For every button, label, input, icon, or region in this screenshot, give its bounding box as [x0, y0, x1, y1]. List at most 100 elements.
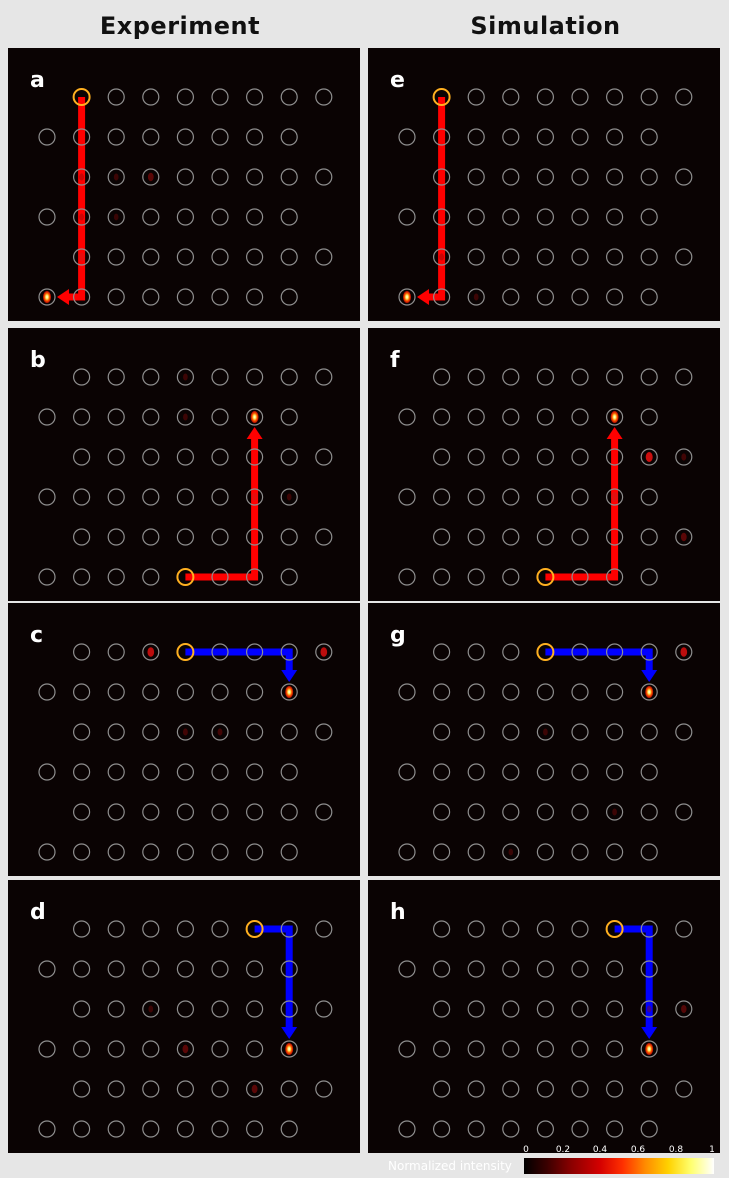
lattice-site: [536, 1000, 554, 1018]
panel-h-lattice: [398, 920, 693, 1138]
lattice-site: [211, 528, 229, 546]
lattice-site: [142, 488, 160, 506]
lattice-site: [432, 368, 451, 386]
lattice-site: [211, 208, 229, 226]
lattice-site: [432, 843, 451, 861]
lattice-site: [571, 803, 589, 821]
lattice-site: [571, 568, 589, 586]
lattice-site: [107, 488, 125, 506]
lattice-site: [432, 763, 451, 781]
lattice-site: [72, 1080, 91, 1098]
lattice-site: [315, 1000, 333, 1018]
intensity-spot: [612, 808, 617, 816]
lattice-site: [606, 643, 624, 661]
lattice-site: [72, 1000, 91, 1018]
intensity-spot: [473, 293, 479, 301]
lattice-site: [211, 1000, 229, 1018]
panel-label: h: [390, 900, 406, 925]
lattice-site: [502, 288, 520, 306]
lattice-site: [280, 168, 298, 186]
lattice-site: [142, 168, 160, 186]
lattice-site: [107, 248, 125, 266]
lattice-site: [571, 763, 589, 781]
lattice-site: [38, 568, 56, 586]
lattice-site: [315, 248, 333, 266]
lattice-site: [107, 368, 125, 386]
lattice-site: [571, 643, 589, 661]
lattice-site: [675, 723, 693, 741]
colorbar-tick: 1: [709, 1145, 715, 1155]
lattice-site: [536, 368, 554, 386]
lattice-site: [432, 208, 451, 226]
lattice-site: [107, 568, 125, 586]
lattice-site: [571, 528, 589, 546]
lattice-site: [536, 803, 554, 821]
lattice-site: [432, 723, 451, 741]
lattice-site: [675, 368, 693, 386]
lattice-site: [536, 88, 554, 106]
lattice-site: [72, 1040, 91, 1058]
lattice-site: [176, 248, 194, 266]
lattice-site: [640, 643, 658, 661]
lattice-site: [107, 643, 125, 661]
lattice-site: [502, 448, 520, 466]
lattice-site: [640, 368, 658, 386]
intensity-spot: [43, 291, 51, 303]
lattice-site: [142, 448, 160, 466]
waveguide-path: [185, 648, 293, 670]
lattice-site: [432, 488, 451, 506]
lattice-site: [502, 408, 520, 426]
lattice-site: [72, 683, 91, 701]
panel-c-lattice: [38, 643, 333, 861]
lattice-site: [398, 960, 416, 978]
lattice-site: [398, 763, 416, 781]
lattice-site: [246, 803, 264, 821]
lattice-site: [176, 1040, 194, 1058]
lattice-site: [246, 843, 264, 861]
lattice-site: [467, 763, 485, 781]
lattice-site: [675, 1000, 693, 1018]
colorbar-gradient: [524, 1158, 714, 1174]
lattice-site: [467, 1000, 485, 1018]
lattice-site: [606, 368, 624, 386]
lattice-site: [606, 723, 624, 741]
lattice-site: [571, 1040, 589, 1058]
waveguide-path: [545, 439, 619, 581]
lattice-site: [72, 448, 91, 466]
lattice-site: [640, 683, 658, 701]
panel-e: e: [368, 48, 720, 321]
intensity-spot: [681, 453, 687, 461]
lattice-site: [432, 168, 451, 186]
lattice-site: [107, 960, 125, 978]
lattice-site: [107, 528, 125, 546]
arrow-head: [57, 289, 69, 305]
lattice-site: [176, 408, 194, 426]
lattice-site: [315, 723, 333, 741]
lattice-site: [467, 960, 485, 978]
lattice-site: [606, 208, 624, 226]
lattice-site: [72, 960, 91, 978]
lattice-site: [640, 723, 658, 741]
lattice-site: [142, 683, 160, 701]
source-site: [432, 88, 451, 106]
panel-label: b: [30, 348, 46, 373]
lattice-site: [107, 763, 125, 781]
lattice-site: [280, 763, 298, 781]
lattice-site: [432, 643, 451, 661]
lattice-site: [467, 803, 485, 821]
lattice-site: [176, 448, 194, 466]
lattice-site: [211, 920, 229, 938]
lattice-site: [280, 88, 298, 106]
lattice-site: [536, 1040, 554, 1058]
intensity-spot: [611, 492, 619, 502]
lattice-site: [280, 528, 298, 546]
lattice-site: [432, 1040, 451, 1058]
lattice-site: [280, 960, 298, 978]
lattice-site: [246, 1120, 264, 1138]
lattice-site: [176, 723, 194, 741]
lattice-site: [211, 128, 229, 146]
lattice-site: [467, 723, 485, 741]
lattice-site: [246, 960, 264, 978]
lattice-site: [640, 960, 658, 978]
lattice-site: [142, 1120, 160, 1138]
